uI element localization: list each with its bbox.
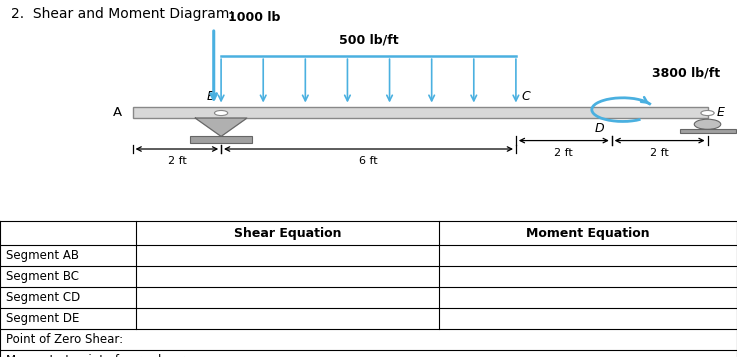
Text: Segment BC: Segment BC xyxy=(6,270,79,283)
Text: Moment at point of zero shear: Moment at point of zero shear xyxy=(6,354,185,357)
Text: 500 lb/ft: 500 lb/ft xyxy=(339,34,398,46)
Text: Segment AB: Segment AB xyxy=(6,249,79,262)
Text: C: C xyxy=(522,90,531,102)
Text: 2 ft: 2 ft xyxy=(650,147,669,157)
Text: Segment CD: Segment CD xyxy=(6,291,80,304)
Bar xyxy=(190,136,252,144)
Circle shape xyxy=(694,119,721,129)
Text: Shear Equation: Shear Equation xyxy=(234,227,341,240)
Text: A: A xyxy=(113,106,122,119)
Text: B: B xyxy=(206,90,215,102)
Text: 6 ft: 6 ft xyxy=(359,156,378,166)
Text: 2.  Shear and Moment Diagram:: 2. Shear and Moment Diagram: xyxy=(11,7,234,21)
Bar xyxy=(680,129,736,133)
Text: 2 ft: 2 ft xyxy=(554,147,573,157)
Circle shape xyxy=(701,110,714,116)
Text: 1000 lb: 1000 lb xyxy=(228,11,281,24)
Text: Moment Equation: Moment Equation xyxy=(526,227,649,240)
Text: Segment DE: Segment DE xyxy=(6,312,80,325)
Text: D: D xyxy=(595,122,604,135)
Bar xyxy=(133,107,708,118)
Circle shape xyxy=(214,110,228,116)
Polygon shape xyxy=(195,118,247,136)
Text: 2 ft: 2 ft xyxy=(167,156,186,166)
Text: Point of Zero Shear:: Point of Zero Shear: xyxy=(6,333,123,346)
Text: 3800 lb/ft: 3800 lb/ft xyxy=(652,67,720,80)
Text: E: E xyxy=(716,106,724,119)
